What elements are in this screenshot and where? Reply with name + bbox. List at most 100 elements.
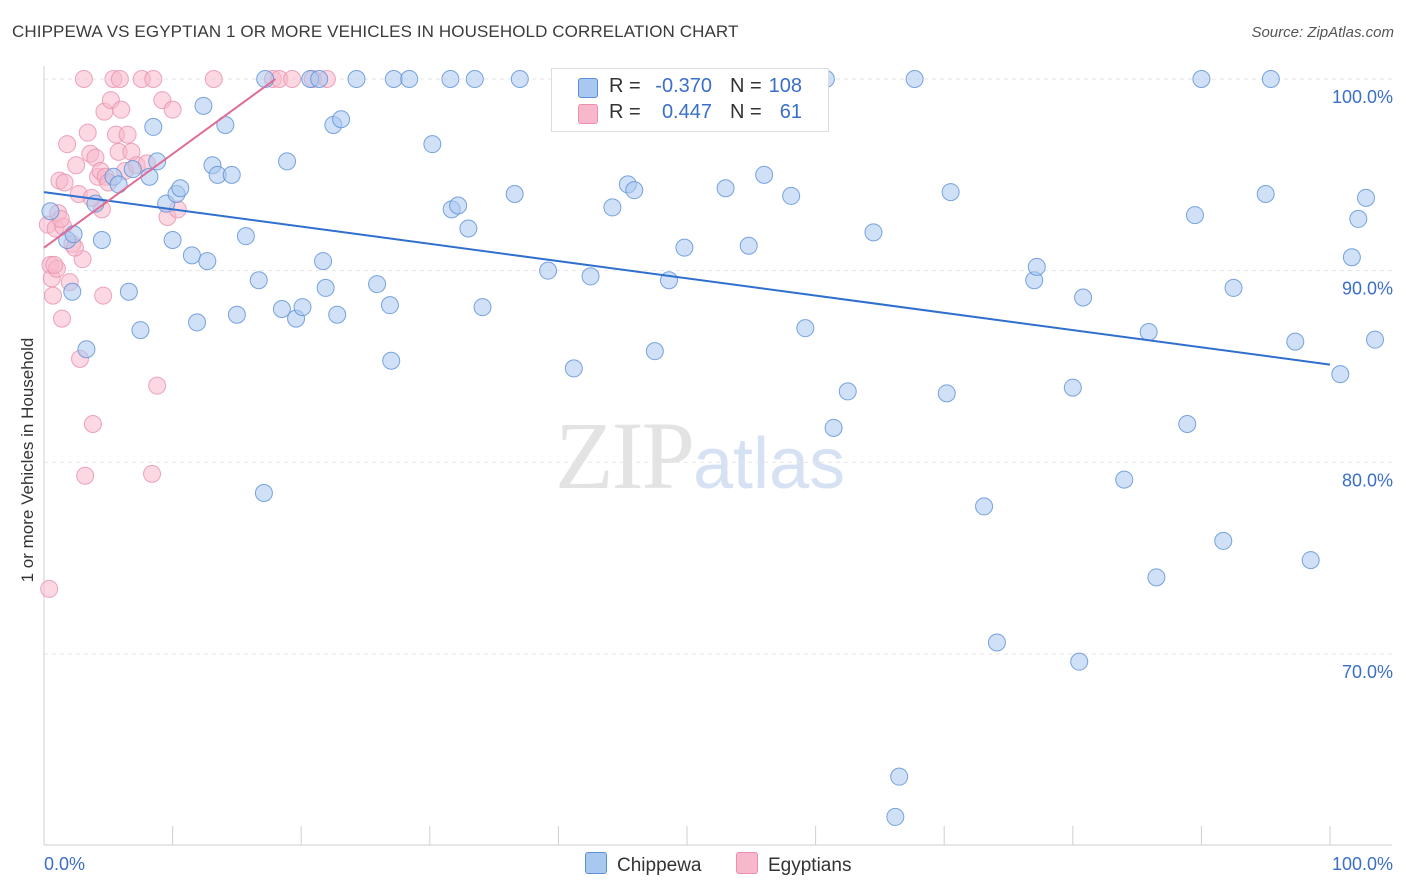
egyptians-trend-line [43, 78, 277, 249]
chippewa-point [347, 70, 366, 88]
chippewa-point [1256, 185, 1275, 203]
chippewa-point [131, 321, 150, 340]
chippewa-point [796, 319, 815, 338]
chippewa-point [123, 160, 142, 179]
chippewa-point [144, 117, 163, 136]
n-label: N = [730, 101, 762, 123]
chippewa-point [1224, 278, 1243, 297]
chippewa-point [1192, 70, 1211, 88]
chippewa-point [824, 418, 843, 437]
chippewa-point [905, 70, 924, 88]
chippewa-point [838, 382, 857, 401]
egyptians-point [163, 100, 182, 119]
chippewa-point [382, 351, 401, 370]
chippewa-point [539, 261, 558, 280]
egyptians-legend-swatch [736, 852, 758, 874]
tick-labels: 100.0% 90.0% 80.0% 70.0% 0.0% 100.0% [44, 87, 1393, 874]
chippewa-point [645, 342, 664, 361]
y-tick-label: 80.0% [1342, 470, 1393, 490]
chart-title: CHIPPEWA VS EGYPTIAN 1 OR MORE VEHICLES … [12, 22, 739, 41]
chippewa-point [1178, 415, 1197, 433]
y-tick-label: 90.0% [1342, 279, 1393, 299]
chippewa-point [886, 807, 905, 826]
chippewa-point [941, 183, 960, 202]
chippewa-point [1261, 70, 1280, 88]
chippewa-point [328, 305, 347, 324]
chippewa-point [272, 300, 291, 318]
chippewa-point [1074, 288, 1093, 307]
chippewa-swatch [578, 78, 598, 98]
chippewa-point [441, 70, 460, 88]
chippewa-point [603, 198, 622, 217]
chippewa-point [316, 278, 335, 297]
chippewa-point [368, 275, 387, 294]
chippewa-point [1139, 323, 1158, 341]
grid-lines [44, 78, 1392, 655]
chippewa-point [987, 633, 1006, 652]
chippewa-point [182, 246, 201, 265]
chippewa-point [380, 296, 399, 315]
egyptians-point [67, 156, 86, 175]
chippewa-point [77, 340, 96, 359]
egyptians-point [55, 173, 74, 192]
chippewa-point [249, 271, 268, 290]
chippewa-point [1357, 188, 1376, 207]
chippewa-point [782, 186, 801, 205]
chippewa-trend-line [43, 191, 1331, 366]
egyptians-point [143, 464, 162, 483]
chippewa-legend-swatch [585, 852, 607, 874]
chippewa-points [41, 70, 1385, 826]
chippewa-point [400, 70, 419, 88]
y-tick-label: 70.0% [1342, 662, 1393, 682]
egyptians-point [148, 376, 167, 395]
y-axis-label: 1 or more Vehicles in Household [18, 337, 37, 583]
chippewa-point [1185, 206, 1204, 225]
chippewa-point [1342, 248, 1361, 267]
legend-item-chippewa[interactable]: Chippewa [585, 852, 702, 877]
chippewa-point [473, 298, 492, 317]
chippewa-point [1331, 365, 1350, 384]
chippewa-point [256, 70, 275, 88]
chippewa-point [564, 359, 583, 378]
watermark-atlas: atlas [693, 424, 846, 504]
chippewa-point [188, 313, 207, 332]
chippewa-point [314, 252, 333, 271]
chippewa-point [465, 70, 484, 88]
chippewa-point [755, 165, 774, 184]
chippewa-point [148, 152, 167, 171]
chippewa-point [92, 231, 111, 249]
chippewa-point [975, 497, 994, 516]
chippewa-point [119, 282, 138, 301]
chippewa-point [1349, 209, 1368, 228]
chippewa-point [332, 110, 351, 129]
egyptians-point [76, 466, 95, 485]
chippewa-point [505, 185, 524, 203]
chippewa-point [278, 152, 297, 171]
egyptians-point [58, 135, 77, 154]
chippewa-point [41, 202, 60, 221]
r-value: -0.370 [655, 75, 712, 97]
legend-row-chippewa: R = -0.370 N = 108 [552, 74, 828, 100]
chippewa-point [937, 384, 956, 403]
egyptians-legend-label: Egyptians [768, 855, 852, 876]
chippewa-point [310, 70, 329, 88]
egyptians-point [44, 286, 63, 305]
chippewa-legend-label: Chippewa [617, 855, 702, 876]
legend-item-egyptians[interactable]: Egyptians [736, 852, 851, 877]
chippewa-point [675, 238, 694, 257]
chippewa-point [171, 179, 190, 198]
chippewa-point [625, 181, 644, 200]
source-label: Source: ZipAtlas.com [1251, 24, 1394, 41]
chippewa-point [449, 196, 468, 215]
chippewa-point [194, 96, 213, 115]
chippewa-point [1027, 257, 1046, 276]
chippewa-point [1366, 330, 1385, 349]
chippewa-point [890, 767, 909, 786]
chippewa-point [1286, 332, 1305, 351]
chippewa-point [384, 70, 403, 88]
correlation-legend: R = -0.370 N = 108 R = 0.447 N = 61 [551, 68, 829, 132]
egyptians-swatch [578, 104, 598, 124]
chippewa-point [423, 135, 442, 154]
x-tick-label-max: 100.0% [1332, 854, 1393, 874]
chippewa-point [227, 305, 246, 324]
